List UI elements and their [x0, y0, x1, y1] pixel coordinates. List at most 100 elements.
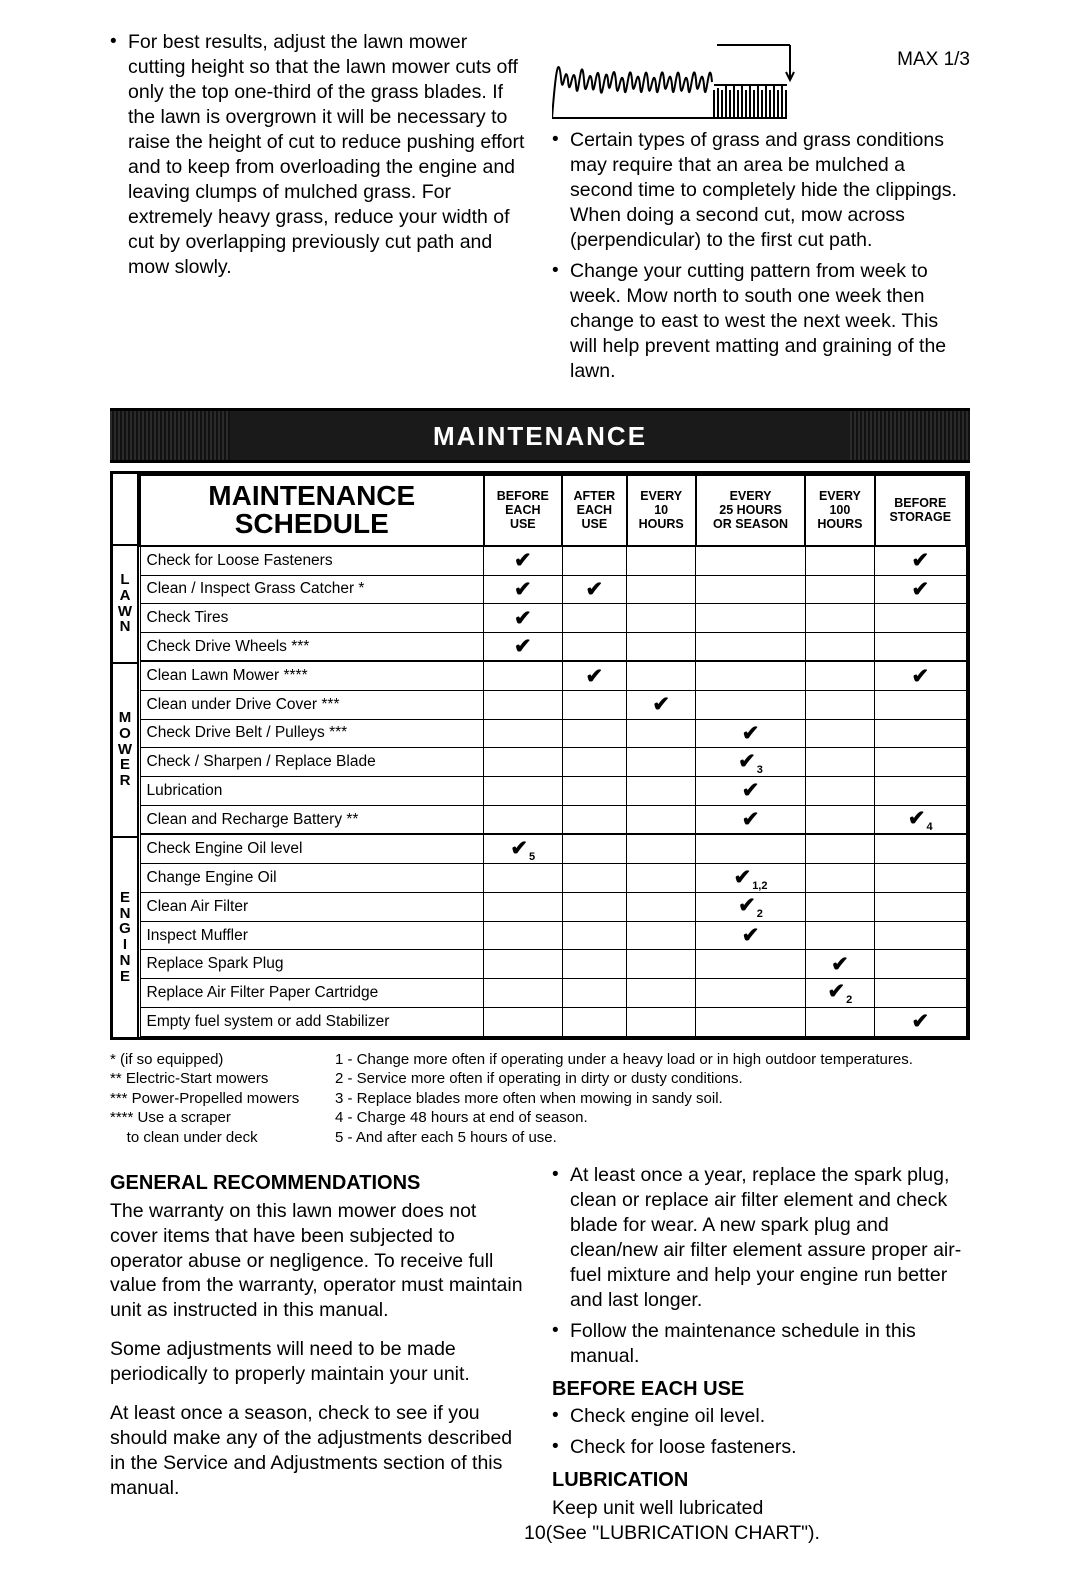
- body-text: Keep unit well lubricated: [552, 1496, 970, 1521]
- body-text: 10(See "LUBRICATION CHART").: [524, 1521, 970, 1546]
- schedule-mark: [805, 1007, 874, 1036]
- tip-bullet: Check engine oil level.: [552, 1404, 970, 1429]
- schedule-mark: [484, 950, 563, 979]
- schedule-mark: [627, 805, 696, 834]
- schedule-mark: [562, 748, 626, 777]
- footnote: **** Use a scraper: [110, 1108, 315, 1128]
- schedule-mark: ✔2: [805, 978, 874, 1007]
- tip-bullet: Certain types of grass and grass conditi…: [552, 128, 970, 253]
- schedule-mark: [562, 719, 626, 748]
- schedule-task: Clean Lawn Mower ****: [140, 661, 484, 690]
- schedule-mark: [696, 691, 806, 720]
- schedule-mark: [627, 864, 696, 893]
- schedule-task: Clean under Drive Cover ***: [140, 691, 484, 720]
- schedule-mark: [562, 978, 626, 1007]
- schedule-mark: ✔: [696, 921, 806, 950]
- schedule-mark: [805, 575, 874, 604]
- schedule-mark: [805, 719, 874, 748]
- schedule-mark: ✔1,2: [696, 864, 806, 893]
- schedule-mark: [562, 834, 626, 863]
- top-columns: For best results, adjust the lawn mower …: [110, 30, 970, 390]
- schedule-mark: [627, 777, 696, 806]
- schedule-mark: [627, 575, 696, 604]
- schedule-mark: ✔: [562, 661, 626, 690]
- footnote: 5 - And after each 5 hours of use.: [335, 1128, 970, 1148]
- schedule-mark: [627, 921, 696, 950]
- schedule-task: Check Tires: [140, 604, 484, 633]
- schedule-mark: [484, 921, 563, 950]
- tip-bullet: Follow the maintenance schedule in this …: [552, 1319, 970, 1369]
- tip-bullet: Change your cutting pattern from week to…: [552, 259, 970, 384]
- schedule-mark: [805, 921, 874, 950]
- schedule-mark: [696, 834, 806, 863]
- footnote: ** Electric-Start mowers: [110, 1069, 315, 1089]
- schedule-mark: ✔2: [696, 892, 806, 921]
- schedule-mark: [562, 892, 626, 921]
- schedule-mark: ✔4: [875, 805, 966, 834]
- schedule-mark: [562, 864, 626, 893]
- tip-bullet: Check for loose fasteners.: [552, 1435, 970, 1460]
- schedule-task: Change Engine Oil: [140, 864, 484, 893]
- schedule-mark: [484, 777, 563, 806]
- schedule-section-label: MOWER: [113, 664, 137, 838]
- schedule-mark: [627, 950, 696, 979]
- schedule-task: Check Engine Oil level: [140, 834, 484, 863]
- schedule-mark: [805, 546, 874, 575]
- schedule-mark: [627, 1007, 696, 1036]
- schedule-mark: ✔: [562, 575, 626, 604]
- schedule-mark: [562, 632, 626, 661]
- schedule-mark: ✔: [875, 661, 966, 690]
- schedule-mark: [875, 748, 966, 777]
- schedule-mark: [805, 691, 874, 720]
- schedule-mark: [696, 661, 806, 690]
- schedule-mark: [627, 719, 696, 748]
- schedule-task: Replace Air Filter Paper Cartridge: [140, 978, 484, 1007]
- schedule-mark: [696, 950, 806, 979]
- footnote: *** Power-Propelled mowers: [110, 1089, 315, 1109]
- schedule-task: Empty fuel system or add Stabilizer: [140, 1007, 484, 1036]
- schedule-task: Clean and Recharge Battery **: [140, 805, 484, 834]
- schedule-mark: [875, 950, 966, 979]
- schedule-mark: [484, 661, 563, 690]
- schedule-task: Check Drive Belt / Pulleys ***: [140, 719, 484, 748]
- schedule-task: Check / Sharpen / Replace Blade: [140, 748, 484, 777]
- schedule-mark: ✔: [484, 575, 563, 604]
- schedule-side-labels: LAWNMOWERENGINE: [113, 474, 139, 1037]
- tip-bullet: For best results, adjust the lawn mower …: [110, 30, 528, 280]
- schedule-mark: ✔: [875, 575, 966, 604]
- body-paragraph: The warranty on this lawn mower does not…: [110, 1199, 528, 1324]
- before-each-use-heading: BEFORE EACH USE: [552, 1377, 970, 1403]
- lower-columns: GENERAL RECOMMENDATIONS The warranty on …: [110, 1163, 970, 1546]
- manual-page: For best results, adjust the lawn mower …: [0, 0, 1080, 1586]
- grass-max-label: MAX 1/3: [897, 48, 970, 72]
- schedule-mark: ✔: [875, 546, 966, 575]
- schedule-mark: [484, 719, 563, 748]
- schedule-mark: [562, 1007, 626, 1036]
- footnote: * (if so equipped): [110, 1050, 315, 1070]
- footnote: 1 - Change more often if operating under…: [335, 1050, 970, 1070]
- maintenance-schedule-table: MAINTENANCESCHEDULEBEFOREEACHUSEAFTEREAC…: [139, 474, 967, 1037]
- schedule-mark: [562, 777, 626, 806]
- schedule-mark: [875, 864, 966, 893]
- schedule-wrap: LAWNMOWERENGINE MAINTENANCESCHEDULEBEFOR…: [110, 471, 970, 1040]
- schedule-mark: [805, 748, 874, 777]
- schedule-mark: [562, 546, 626, 575]
- schedule-mark: [875, 978, 966, 1007]
- schedule-mark: [484, 748, 563, 777]
- schedule-mark: ✔5: [484, 834, 563, 863]
- schedule-mark: [805, 661, 874, 690]
- footnote: 4 - Charge 48 hours at end of season.: [335, 1108, 970, 1128]
- schedule-mark: [875, 834, 966, 863]
- schedule-task: Lubrication: [140, 777, 484, 806]
- schedule-mark: [696, 978, 806, 1007]
- schedule-mark: ✔: [484, 632, 563, 661]
- schedule-col-header: EVERY10HOURS: [627, 475, 696, 547]
- body-paragraph: At least once a season, check to see if …: [110, 1401, 528, 1501]
- schedule-mark: ✔: [696, 805, 806, 834]
- schedule-mark: [484, 892, 563, 921]
- schedule-mark: [875, 604, 966, 633]
- schedule-col-header: EVERY100HOURS: [805, 475, 874, 547]
- body-paragraph: Some adjustments will need to be made pe…: [110, 1337, 528, 1387]
- footnote: 2 - Service more often if operating in d…: [335, 1069, 970, 1089]
- schedule-mark: [805, 604, 874, 633]
